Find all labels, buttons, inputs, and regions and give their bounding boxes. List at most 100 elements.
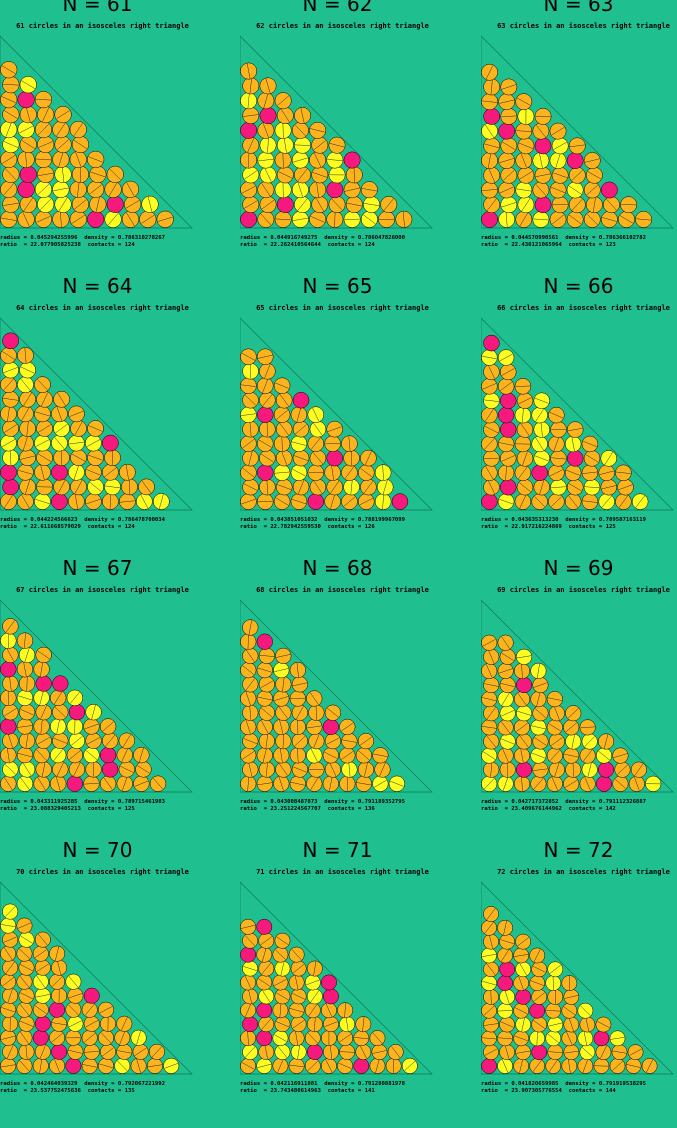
circle: [0, 719, 16, 735]
contacts-value: 135: [125, 1088, 135, 1095]
contacts-value: 124: [365, 242, 375, 249]
circle: [535, 138, 551, 154]
panel-subtitle: 67 circles in an isosceles right triangl…: [0, 586, 205, 594]
stats-block: radius = 0.042116911881 density = 0.7912…: [240, 1081, 405, 1094]
stats-block: radius = 0.042464039329 density = 0.7920…: [0, 1081, 165, 1094]
circle: [354, 1058, 369, 1073]
circle: [257, 1030, 272, 1045]
circle: [594, 1031, 609, 1046]
panel-subtitle: 72 circles in an isosceles right triangl…: [481, 868, 677, 876]
circle: [499, 962, 514, 977]
stats-block: radius = 0.045294255996 density = 0.7863…: [0, 235, 165, 248]
circle: [52, 676, 68, 692]
panel-subtitle: 62 circles in an isosceles right triangl…: [240, 22, 445, 30]
contacts-value: 141: [365, 1088, 375, 1095]
panel-subtitle: 70 circles in an isosceles right triangl…: [0, 868, 205, 876]
circle: [481, 494, 497, 510]
circle: [51, 464, 67, 480]
ratio-value: 22.611668579029: [30, 524, 81, 531]
circle: [49, 1002, 65, 1018]
circle: [567, 152, 583, 168]
panel-title: N = 68: [240, 556, 435, 580]
panel-subtitle: 63 circles in an isosceles right triangl…: [481, 22, 677, 30]
circle: [484, 108, 500, 124]
circle: [532, 1045, 547, 1060]
panel-subtitle: 68 circles in an isosceles right triangl…: [240, 586, 445, 594]
circle: [260, 107, 276, 123]
ratio-value: 22.077905825238: [30, 242, 81, 249]
circle: [240, 211, 256, 227]
stats-block: radius = 0.043851051032 density = 0.7881…: [240, 517, 405, 530]
panel-subtitle: 66 circles in an isosceles right triangl…: [481, 304, 677, 312]
circle: [481, 211, 497, 227]
contacts-value: 136: [365, 806, 375, 813]
circle: [535, 197, 551, 213]
panel-title: N = 69: [481, 556, 676, 580]
circle: [240, 947, 255, 962]
triangle-diagram: [240, 876, 445, 1081]
ratio-value: 22.917216224869: [511, 524, 562, 531]
circle: [33, 1030, 49, 1046]
contacts-value: 124: [125, 524, 135, 531]
circle: [500, 393, 516, 409]
contacts-value: 142: [606, 806, 616, 813]
circle: [69, 704, 85, 720]
panel-subtitle: 71 circles in an isosceles right triangl…: [240, 868, 445, 876]
circle: [66, 1058, 82, 1074]
circle: [500, 422, 516, 438]
packing-panel: N = 63 63 circles in an isosceles right t…: [481, 0, 677, 282]
packing-panel: N = 61 61 circles in an isosceles right t…: [0, 0, 225, 282]
circle: [3, 479, 19, 495]
triangle-diagram: [481, 876, 677, 1081]
circle: [516, 677, 532, 693]
circle: [500, 479, 516, 495]
stats-block: radius = 0.042717372852 density = 0.7911…: [481, 799, 646, 812]
ratio-value: 23.088329405213: [30, 806, 81, 813]
circle: [567, 450, 583, 466]
panel-title: N = 70: [0, 838, 195, 862]
circle: [499, 123, 515, 139]
circle: [392, 494, 408, 510]
panel-title: N = 62: [240, 0, 435, 16]
contacts-value: 123: [606, 242, 616, 249]
circle: [36, 676, 52, 692]
panel-title: N = 61: [0, 0, 195, 16]
circle: [18, 91, 35, 108]
circle: [481, 1058, 496, 1073]
ratio-value: 22.782942559530: [270, 524, 321, 531]
stats-block: radius = 0.044570990561 density = 0.7863…: [481, 235, 646, 248]
stats-block: radius = 0.044224566623 density = 0.7864…: [0, 517, 165, 530]
panel-subtitle: 61 circles in an isosceles right triangl…: [0, 22, 205, 30]
ratio-value: 23.409676144962: [511, 806, 562, 813]
panel-subtitle: 65 circles in an isosceles right triangl…: [240, 304, 445, 312]
triangle-diagram: [240, 594, 445, 799]
circle: [257, 407, 273, 423]
circle: [0, 661, 16, 677]
ratio-value: 22.262410564644: [270, 242, 321, 249]
circle: [0, 464, 16, 480]
panel-title: N = 64: [0, 274, 195, 298]
panel-title: N = 67: [0, 556, 195, 580]
panel-title: N = 72: [481, 838, 676, 862]
circle: [51, 1044, 67, 1060]
circle: [516, 762, 532, 778]
circle: [323, 719, 339, 735]
panel-subtitle: 69 circles in an isosceles right triangl…: [481, 586, 677, 594]
circle: [18, 181, 35, 198]
panel-title: N = 63: [481, 0, 676, 16]
panel-title: N = 71: [240, 838, 435, 862]
ratio-value: 23.251224567707: [270, 806, 321, 813]
triangle-diagram: [0, 876, 205, 1081]
contacts-value: 125: [606, 524, 616, 531]
ratio-value: 23.907305776554: [511, 1088, 562, 1095]
circle: [601, 182, 617, 198]
circle: [277, 196, 293, 212]
